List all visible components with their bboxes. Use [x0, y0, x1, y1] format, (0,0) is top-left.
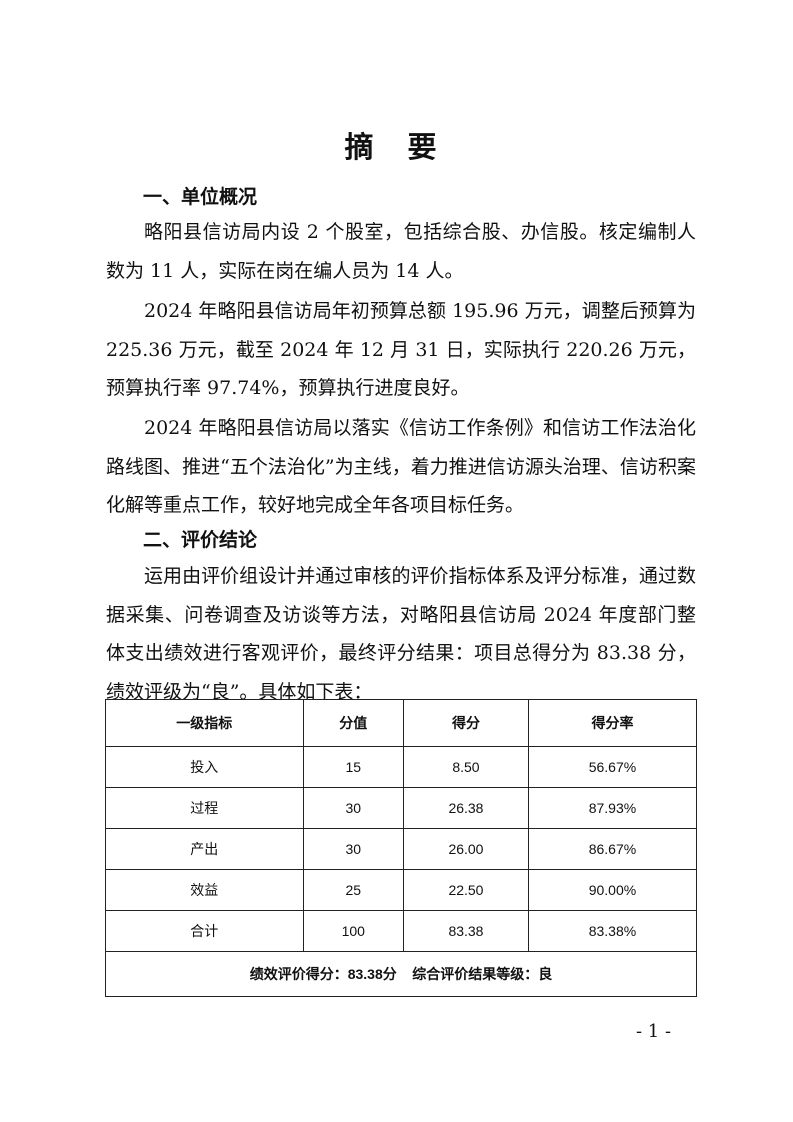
table-row: 投入 15 8.50 56.67% — [105, 746, 698, 788]
table-row: 产出 30 26.00 86.67% — [105, 828, 698, 870]
table-cell: 83.38 — [403, 910, 529, 952]
table-header-row: 一级指标 分值 得分 得分率 — [105, 699, 698, 747]
table-cell: 30 — [302, 787, 405, 829]
table-cell: 8.50 — [403, 746, 529, 788]
paragraph: 2024 年略阳县信访局年初预算总额 195.96 万元，调整后预算为 225.… — [106, 300, 696, 399]
page-title: 摘 要 — [344, 130, 449, 164]
column-header: 得分率 — [527, 699, 698, 747]
score-table: 一级指标 分值 得分 得分率 投入 15 8.50 56.67% 过程 30 26.38 87… — [105, 699, 698, 997]
section-heading: 一、单位概况 — [143, 186, 258, 208]
section-heading: 二、评价结论 — [143, 529, 258, 551]
table-cell: 87.93% — [527, 787, 698, 829]
page-number: - 1 - — [636, 1021, 672, 1042]
table-cell: 90.00% — [527, 869, 698, 911]
table-cell: 26.38 — [403, 787, 529, 829]
table-cell: 100 — [302, 910, 405, 952]
table-cell: 22.50 — [403, 869, 529, 911]
table-row: 过程 30 26.38 87.93% — [105, 787, 698, 829]
table-row: 效益 25 22.50 90.00% — [105, 869, 698, 911]
table-cell: 86.67% — [527, 828, 698, 870]
paragraph: 运用由评价组设计并通过审核的评价指标体系及评分标准，通过数据采集、问卷调查及访谈… — [106, 565, 696, 703]
table-cell: 30 — [302, 828, 405, 870]
column-header: 分值 — [302, 699, 405, 747]
column-header: 得分 — [403, 699, 529, 747]
table-cell: 83.38% — [527, 910, 698, 952]
table-row: 合计 100 83.38 83.38% — [105, 910, 698, 952]
table-cell: 26.00 — [403, 828, 529, 870]
table-cell: 合计 — [105, 910, 304, 952]
table-cell: 投入 — [105, 746, 304, 788]
table-cell: 产出 — [105, 828, 304, 870]
table-cell: 56.67% — [527, 746, 698, 788]
table-cell: 15 — [302, 746, 405, 788]
paragraph: 略阳县信访局内设 2 个股室，包括综合股、办信股。核定编制人数为 11 人，实际… — [106, 221, 696, 282]
column-header: 一级指标 — [105, 699, 304, 747]
table-footer-row: 绩效评价得分：83.38分 综合评价结果等级：良 — [105, 951, 697, 997]
paragraph: 2024 年略阳县信访局以落实《信访工作条例》和信访工作法治化路线图、推进“五个… — [106, 417, 696, 516]
table-cell: 效益 — [105, 869, 304, 911]
table-cell: 25 — [302, 869, 405, 911]
table-cell: 过程 — [105, 787, 304, 829]
summary-cell: 绩效评价得分：83.38分 综合评价结果等级：良 — [105, 951, 697, 997]
